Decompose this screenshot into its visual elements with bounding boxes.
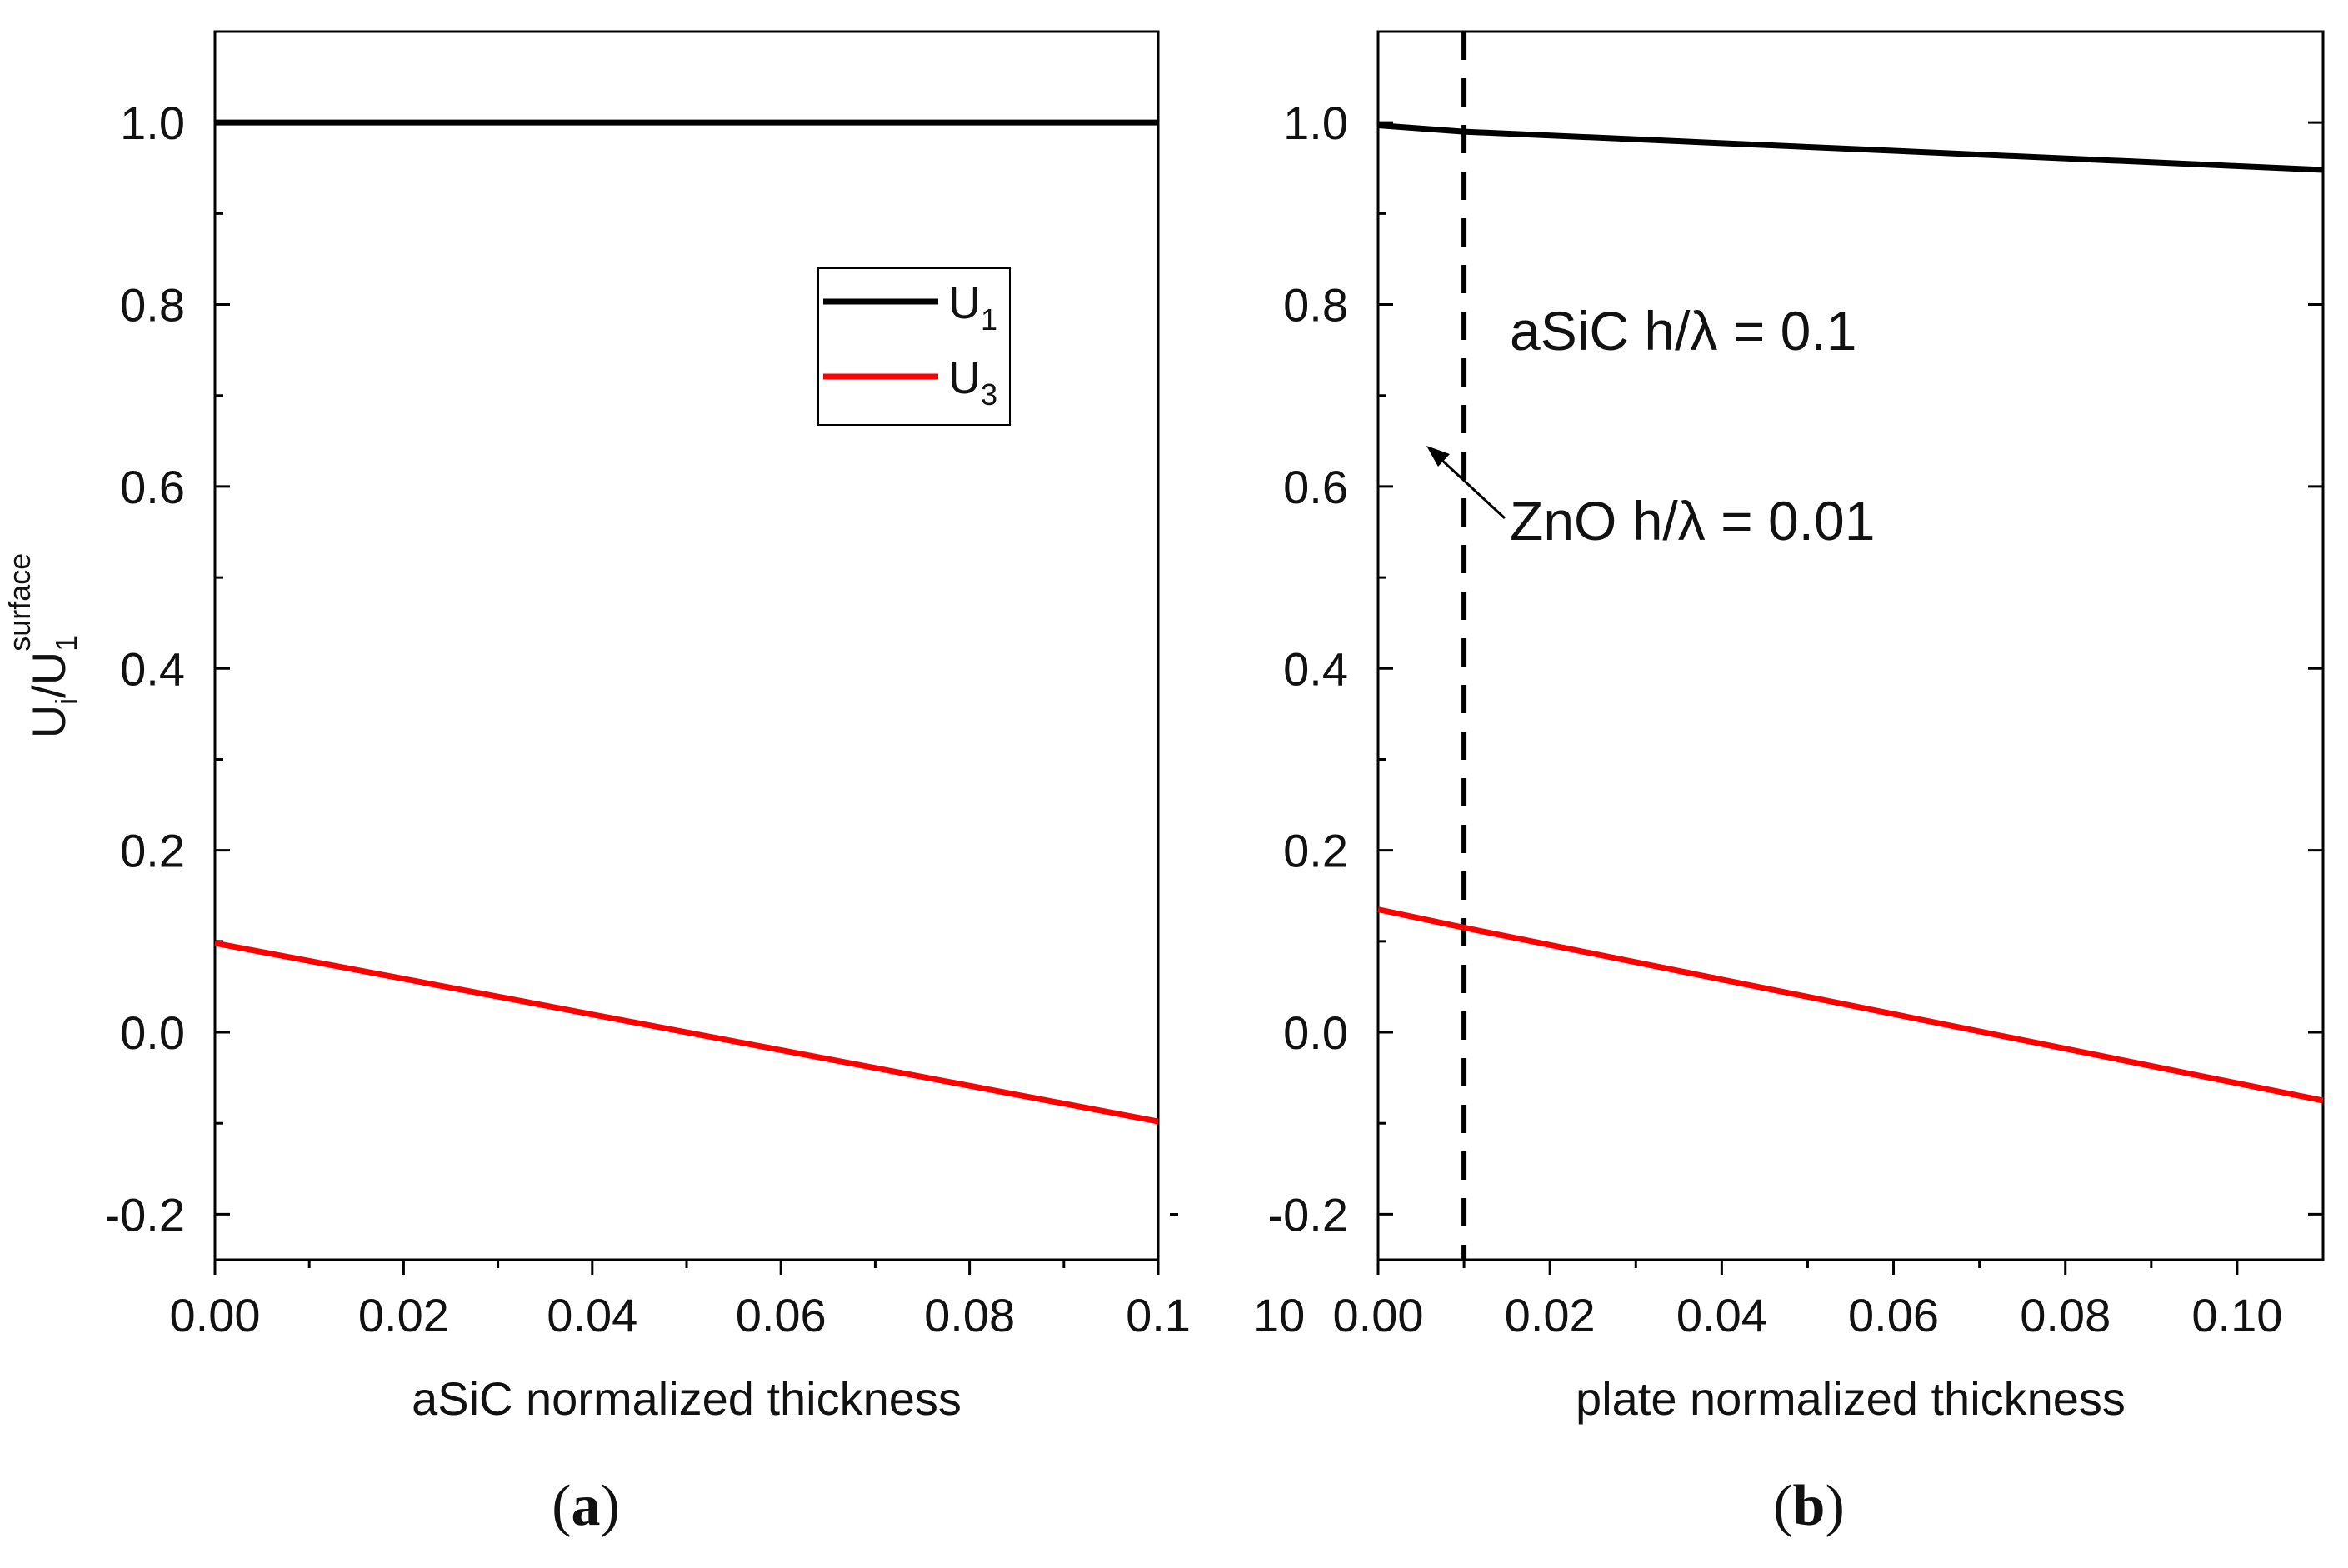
panel-b-y-tick-label: -0.2	[1268, 1188, 1349, 1241]
legend-label-u1: U1	[948, 278, 997, 337]
panel-b-x-tick-label: 0.04	[1676, 1289, 1767, 1341]
panel-a-y-tick-label: 1.0	[120, 97, 185, 149]
panel-a-y-tick-label: 0.8	[120, 279, 185, 332]
panel-a: -0.2 0.0 0.2 0.4 0.6 0.8 1.0 0.00 0.02 0.04 0.06 0.…	[2, 30, 1305, 1425]
panel-b-y-tick-label: 0.0	[1283, 1006, 1348, 1059]
panel-b-y-tick-label: 0.2	[1283, 825, 1348, 877]
panel-a-y-tick-label: -0.2	[105, 1188, 186, 1241]
panel-b-series-u3-line	[1377, 906, 2324, 1104]
panel-a-x-tick-label: 0.06	[736, 1289, 827, 1341]
panel-b-x-tick-label: 0.00	[1333, 1289, 1424, 1341]
panel-b-x-tick-label: 0.08	[2020, 1289, 2111, 1341]
legend-label-u3: U3	[948, 353, 997, 412]
panel-b-y-tick-label: 0.8	[1283, 279, 1348, 332]
panel-a-y-tick-label: 0.2	[120, 825, 185, 877]
panel-a-x-tick-label: 0.08	[924, 1289, 1015, 1341]
panel-a-x-clip-label: 10	[1253, 1289, 1305, 1341]
legend-box	[817, 267, 1011, 426]
panel-a-x-axis-title: aSiC normalized thickness	[412, 1372, 962, 1425]
panel-a-marks: -0.2 0.0 0.2 0.4 0.6 0.8 1.0 0.00 0.02 0.04 0.06 0.…	[105, 97, 1191, 1341]
panel-a-frame	[213, 30, 1160, 1261]
panel-b-series-u1-line	[1377, 122, 2324, 173]
annotation-zno-arrow-head	[1426, 446, 1450, 467]
annotation-zno: ZnO h/λ = 0.01	[1510, 490, 1875, 552]
annotation-zno-arrow-shaft	[1436, 455, 1506, 520]
panel-b-x-tick-label: 0.02	[1505, 1289, 1596, 1341]
panel-b-y-tick-label: 1.0	[1283, 97, 1348, 149]
panel-a-x-tick-label: 0.02	[358, 1289, 449, 1341]
panel-a-y-tick-label: 0.0	[120, 1006, 185, 1059]
panel-b-label: (b)	[1773, 1474, 1845, 1538]
legend: U1 U3	[817, 267, 1011, 426]
panel-b-y-tick-label: 0.4	[1283, 642, 1348, 695]
panel-a-x-tick-label: 0.1	[1126, 1289, 1191, 1341]
panel-b-y-tick-label: 0.6	[1283, 461, 1348, 513]
annotation-asic: aSiC h/λ = 0.1	[1510, 300, 1856, 362]
panel-a-series-u3-line	[214, 940, 1159, 1125]
y-axis-title: Ui/U1surface	[2, 553, 83, 739]
panel-a-y-tick-label: 0.4	[120, 642, 185, 695]
panel-a-label: (a)	[552, 1474, 620, 1538]
panel-b-x-tick-label: 0.06	[1848, 1289, 1939, 1341]
panel-b: -0.2 0.0 0.2 0.4 0.6 0.8 1.0 0.00 0.02 0.04 0.06 0.…	[1268, 30, 2325, 1425]
panel-a-x-tick-label: 0.04	[547, 1289, 637, 1341]
panel-b-x-axis-title: plate normalized thickness	[1576, 1372, 2126, 1425]
panel-a-x-tick-label: 0.00	[170, 1289, 261, 1341]
panel-a-y-tick-label: 0.6	[120, 461, 185, 513]
panel-b-marks: -0.2 0.0 0.2 0.4 0.6 0.8 1.0 0.00 0.02 0.04 0.06 0.…	[1268, 32, 2324, 1341]
panel-b-frame	[1376, 30, 2325, 1261]
panel-b-x-tick-label: 0.10	[2191, 1289, 2282, 1341]
